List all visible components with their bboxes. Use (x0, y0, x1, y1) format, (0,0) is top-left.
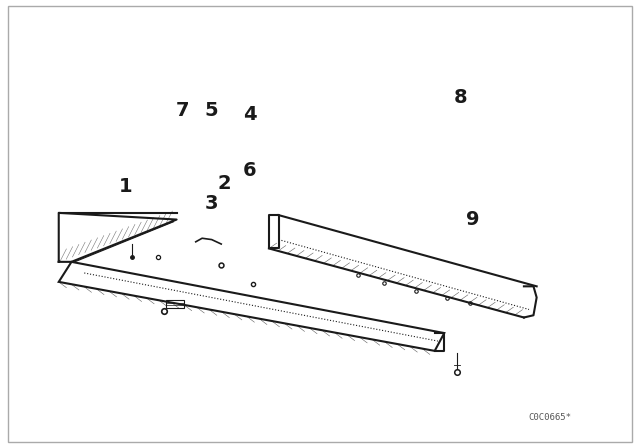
Text: 5: 5 (205, 101, 218, 120)
Text: 8: 8 (453, 88, 467, 107)
Text: 9: 9 (466, 210, 480, 229)
Text: C0C0665*: C0C0665* (529, 413, 572, 422)
Text: 2: 2 (218, 174, 231, 194)
Text: 4: 4 (243, 105, 257, 125)
Text: 1: 1 (119, 177, 132, 196)
Text: 6: 6 (243, 161, 257, 180)
Text: 3: 3 (205, 194, 218, 213)
Text: 7: 7 (176, 101, 189, 120)
